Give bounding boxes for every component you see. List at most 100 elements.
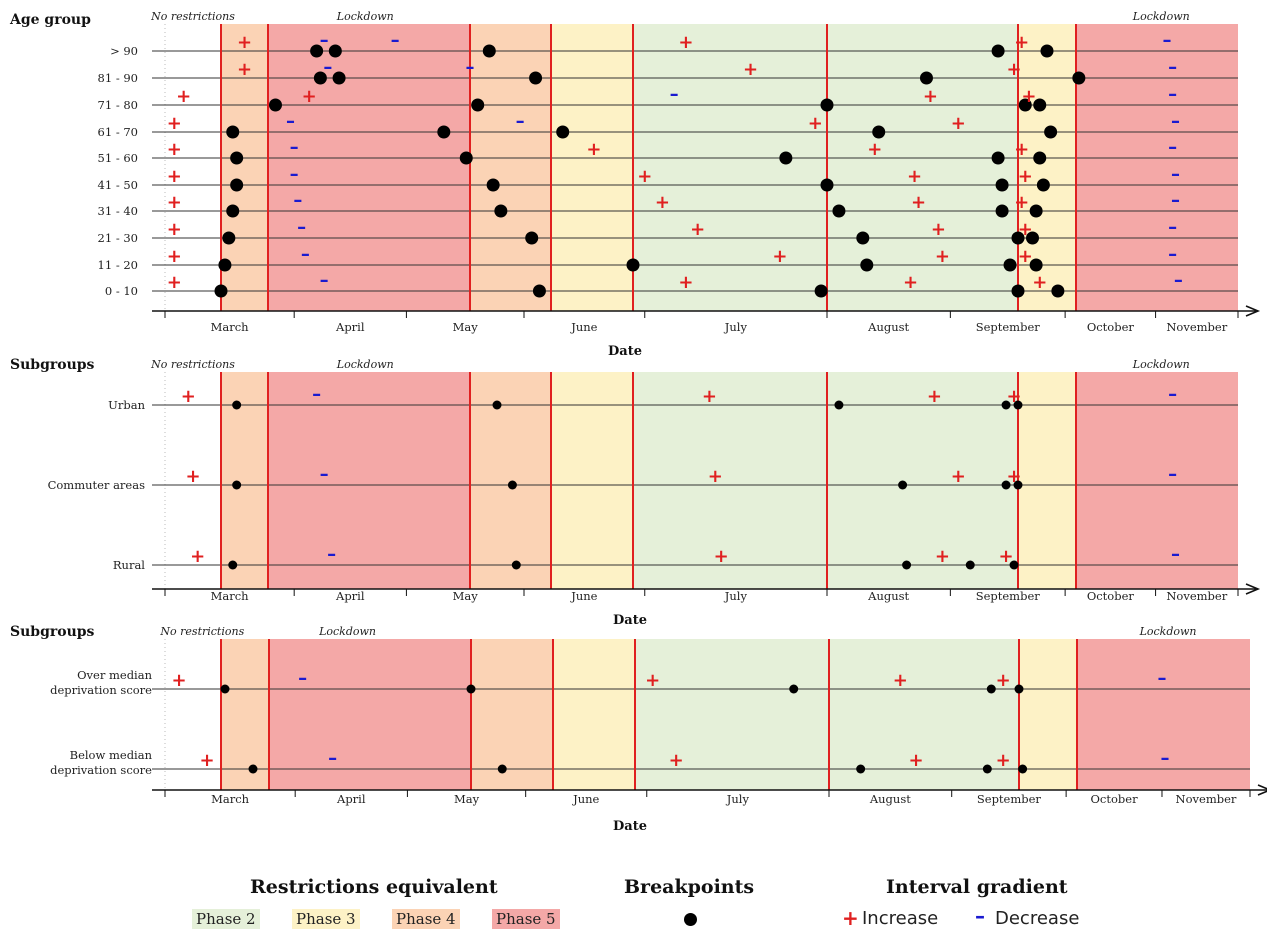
panel1-increase-marker: + [690,219,705,240]
panel3-increase-marker: + [996,670,1011,691]
legend-increase-label: Increase [862,908,939,929]
panel2-increase-marker: + [702,386,717,407]
panel1-phase-band [551,24,633,311]
panel1-row-label: 41 - 50 [98,178,138,192]
panel1-increase-marker: + [586,139,601,160]
panel1-x-tick-label: August [867,320,909,334]
panel3-breakpoint-marker [220,684,230,694]
panel2-breakpoint-marker [232,400,242,410]
panel1-breakpoint-marker [437,125,451,139]
panel2-period-label: No restrictions [150,358,235,371]
panel1-breakpoint-marker [860,258,874,272]
panel1-increase-marker: + [167,139,182,160]
panel1-increase-marker: + [772,246,787,267]
panel2-period-label: Lockdown [336,358,394,371]
panel2-x-tick-label: May [453,589,479,603]
panel2-x-tick-label: September [976,589,1041,603]
panel1-phase-band [470,24,551,311]
panel1-decrease-marker: – [1168,217,1177,238]
panel1-x-tick-label: September [976,320,1041,334]
panel1-increase-marker: + [931,219,946,240]
panel1-decrease-marker: – [323,57,332,78]
panel3-breakpoint-marker [986,684,996,694]
panel1-decrease-marker: – [1174,270,1183,291]
panel1-breakpoint-marker [832,204,846,218]
legend-increase-icon: + [842,906,859,930]
panel3-breakpoint-marker [982,764,992,774]
panel1-row-label: > 90 [110,44,138,58]
panel2-breakpoint-marker [902,560,912,570]
legend-decrease-icon: – [975,904,985,928]
panel1-x-tick-label: April [335,320,365,334]
panel1-breakpoint-marker [995,204,1009,218]
panel1-increase-marker: + [907,166,922,187]
panel1-increase-marker: + [867,139,882,160]
panel2-phase-band [470,372,551,589]
panel3-x-tick-label: August [869,792,911,806]
panel3-x-tick-label: October [1091,792,1139,806]
panel2-decrease-marker: – [312,384,321,405]
panel2-increase-marker: + [951,466,966,487]
panel1-x-tick-label: June [570,320,597,334]
panel1-increase-marker: + [678,272,693,293]
panel1-breakpoint-marker [556,125,570,139]
panel3-breakpoint-marker [248,764,258,774]
panel3-row-label: Over median [77,668,152,682]
panel3-x-tick-label: September [977,792,1042,806]
panel1-phase-band [1018,24,1076,311]
panel1-increase-marker: + [167,192,182,213]
panel1-period-label: Lockdown [1132,10,1190,23]
panel3-period-label: Lockdown [1139,625,1197,638]
panel1-increase-marker: + [167,246,182,267]
legend-phase5: Phase 5 [492,909,560,929]
panel1-decrease-marker: – [1168,57,1177,78]
panel2-decrease-marker: – [1171,544,1180,565]
panel1-breakpoint-marker [1040,44,1054,58]
panel1-phase-band [633,24,1018,311]
panel1-breakpoint-marker [471,98,485,112]
panel1-breakpoint-marker [919,71,933,85]
panel3-row-label: Below median [70,748,153,762]
panel2-phase-band [633,372,1018,589]
panel1-breakpoint-marker [991,44,1005,58]
panel3-breakpoint-marker [789,684,799,694]
panel1-increase-marker: + [1032,272,1047,293]
panel1-increase-marker: + [743,59,758,80]
panel3-increase-marker: + [645,670,660,691]
panel2-phase-band [551,372,633,589]
panel1-decrease-marker: – [391,30,400,51]
panel1-increase-marker: + [167,113,182,134]
panel1-increase-marker: + [1018,219,1033,240]
panel1-period-label: No restrictions [150,10,235,23]
panel1-breakpoint-marker [872,125,886,139]
panel3-increase-marker: + [669,750,684,771]
panel2-breakpoint-marker [507,480,517,490]
panel1-breakpoint-marker [214,284,228,298]
panel2-x-tick-label: October [1087,589,1135,603]
panel3-x-tick-label: November [1176,792,1237,806]
panel1-x-tick-label: March [211,320,250,334]
panel1-row-label: 11 - 20 [98,258,138,272]
panel1-decrease-marker: – [516,111,525,132]
panel2-increase-marker: + [185,466,200,487]
panel1-breakpoint-marker [494,204,508,218]
panel1-increase-marker: + [302,86,317,107]
panel1-decrease-marker: – [670,84,679,105]
panel2-increase-marker: + [935,546,950,567]
panel2-phase-band [1076,372,1238,589]
panel1-breakpoint-marker [1011,231,1025,245]
panel1-breakpoint-marker [482,44,496,58]
panel1-row-label: 81 - 90 [98,71,138,85]
panel2-breakpoint-marker [1001,480,1011,490]
panel2-x-tick-label: November [1166,589,1227,603]
panel1-period-label: Lockdown [336,10,394,23]
panel3-x-tick-label: May [454,792,480,806]
panel1-phase-band [1076,24,1238,311]
panel1-decrease-marker: – [290,137,299,158]
panel2-increase-marker: + [1006,386,1021,407]
panel1-increase-marker: + [237,59,252,80]
panel2-increase-marker: + [190,546,205,567]
panel2-breakpoint-marker [1013,400,1023,410]
panel1-breakpoint-marker [1044,125,1058,139]
panel2-x-tick-label: July [724,589,748,603]
